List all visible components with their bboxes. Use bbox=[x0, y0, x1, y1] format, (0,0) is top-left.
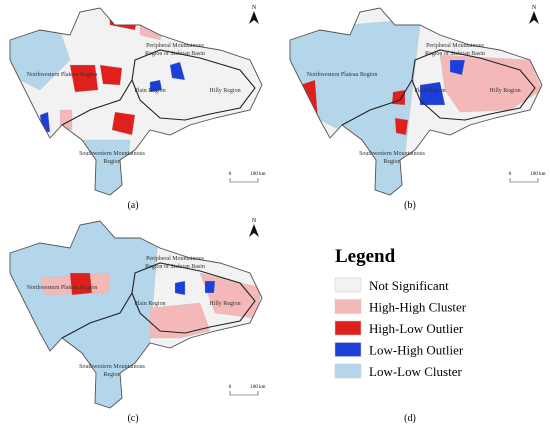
basin-border bbox=[131, 49, 256, 121]
cluster-area bbox=[394, 117, 409, 136]
region-label: Peripheral Mountainous bbox=[146, 43, 204, 49]
cluster-area bbox=[149, 79, 163, 93]
region-label: Northwestern Plateau Region bbox=[27, 285, 98, 291]
province-border bbox=[289, 7, 543, 196]
legend-swatch bbox=[334, 342, 362, 357]
map-panel: Northwestern Plateau Region Plain Region P… bbox=[289, 5, 546, 211]
scale-label: 0 bbox=[229, 172, 232, 177]
cluster-area bbox=[419, 81, 446, 106]
region-label: Southwestern Mountainous bbox=[79, 151, 145, 157]
region-label: Southwestern Mountainous bbox=[79, 364, 145, 370]
cluster-area bbox=[149, 302, 211, 339]
panel-label: (b) bbox=[404, 200, 416, 211]
legend-label: Not Significant bbox=[369, 278, 449, 293]
legend-swatch bbox=[334, 363, 362, 379]
panel-label: (c) bbox=[127, 413, 138, 424]
legend: Legend Not Significant High-High Cluster H… bbox=[334, 246, 467, 424]
scale-label: 100 km bbox=[250, 385, 265, 390]
scale-bar bbox=[229, 178, 259, 183]
region-label: Plain Region bbox=[414, 88, 445, 94]
region-label: Region of Sichuan Basin bbox=[425, 50, 485, 57]
region-label: Plain Region bbox=[134, 301, 165, 307]
cluster-area bbox=[107, 8, 141, 31]
cluster-area bbox=[79, 139, 131, 195]
north-label: N bbox=[252, 5, 257, 11]
north-label: N bbox=[252, 218, 257, 224]
legend-swatch bbox=[334, 277, 362, 293]
cluster-area bbox=[10, 221, 161, 408]
cluster-area bbox=[449, 59, 466, 76]
region-label: Hilly Region bbox=[209, 301, 240, 307]
region-label: Southwestern Mountainous bbox=[359, 151, 425, 157]
province-border bbox=[9, 220, 263, 409]
cluster-area bbox=[169, 61, 186, 81]
scale-label: 100 km bbox=[250, 172, 265, 177]
region-label: Region bbox=[103, 159, 120, 165]
region-border bbox=[341, 79, 413, 126]
north-arrow bbox=[249, 224, 259, 237]
basin-border bbox=[131, 262, 256, 334]
north-label: N bbox=[532, 5, 537, 11]
scale-label: 100 km bbox=[530, 172, 545, 177]
region-label: Peripheral Mountainous bbox=[426, 43, 484, 49]
panel-label: (a) bbox=[127, 200, 138, 211]
region-label: Hilly Region bbox=[489, 88, 520, 94]
cluster-area bbox=[174, 280, 186, 296]
north-arrow bbox=[529, 11, 539, 24]
cluster-area bbox=[391, 89, 406, 106]
province-border bbox=[9, 7, 263, 196]
region-label: Northwestern Plateau Region bbox=[307, 72, 378, 78]
legend-label: High-Low Outlier bbox=[369, 321, 464, 336]
region-label: Region bbox=[383, 159, 400, 165]
north-arrow bbox=[249, 11, 259, 24]
legend-swatch bbox=[334, 299, 362, 314]
region-border bbox=[61, 292, 133, 339]
cluster-area bbox=[69, 64, 99, 93]
region-label: Plain Region bbox=[134, 88, 165, 94]
region-label: Region of Sichuan Basin bbox=[145, 50, 205, 57]
scale-bar bbox=[509, 178, 539, 183]
cluster-area bbox=[111, 111, 136, 136]
cluster-area bbox=[69, 272, 93, 296]
region-label: Northwestern Plateau Region bbox=[27, 72, 98, 78]
cluster-area bbox=[99, 64, 123, 86]
legend-label: Low-Low Cluster bbox=[369, 364, 462, 379]
legend-label: Low-High Outlier bbox=[369, 343, 464, 358]
legend-title: Legend bbox=[335, 246, 396, 267]
map-panel: Northwestern Plateau Region Plain Region P… bbox=[9, 218, 266, 424]
legend-swatch bbox=[334, 320, 362, 336]
basin-border bbox=[411, 49, 536, 121]
region-label: Peripheral Mountainous bbox=[146, 256, 204, 262]
cluster-area bbox=[204, 280, 216, 294]
region-border bbox=[61, 79, 133, 126]
scale-label: 0 bbox=[509, 172, 512, 177]
legend-items: Not Significant High-High Cluster High-Low… bbox=[334, 277, 467, 379]
region-label: Region bbox=[103, 372, 120, 378]
region-label: Hilly Region bbox=[209, 88, 240, 94]
region-label: Region of Sichuan Basin bbox=[145, 263, 205, 270]
cluster-area bbox=[290, 19, 421, 195]
legend-label: High-High Cluster bbox=[369, 300, 467, 315]
cluster-area bbox=[299, 79, 319, 126]
scale-bar bbox=[229, 391, 259, 396]
panel-label: (d) bbox=[404, 413, 416, 424]
map-panel: Northwestern Plateau Region Plain Region P… bbox=[9, 5, 266, 211]
scale-label: 0 bbox=[229, 385, 232, 390]
